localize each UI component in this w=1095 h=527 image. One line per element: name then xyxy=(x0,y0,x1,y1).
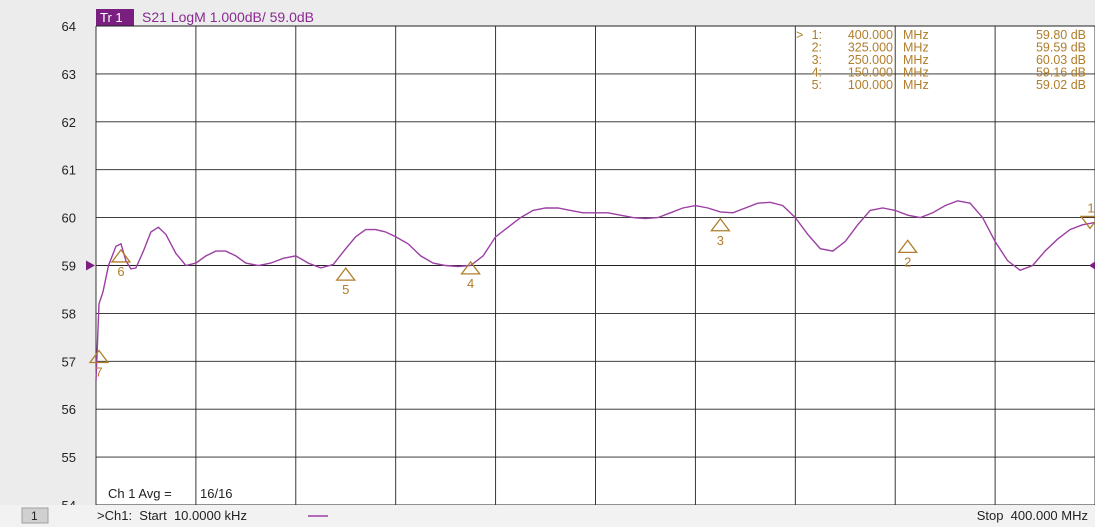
y-tick-label: 61 xyxy=(62,163,76,178)
marker-table-value: 59.80 dB xyxy=(1036,28,1086,42)
marker-3-label: 3 xyxy=(717,233,724,248)
marker-table-id: 3: xyxy=(812,53,822,67)
marker-2-triangle[interactable] xyxy=(897,239,918,253)
marker-table-frequency: 250.000 xyxy=(848,53,893,67)
marker-3-triangle[interactable] xyxy=(710,217,731,232)
marker-table-value: 59.59 dB xyxy=(1036,41,1086,55)
marker-table-value: 59.16 dB xyxy=(1036,66,1086,80)
start-frequency-label: >Ch1: Start 10.0000 kHz xyxy=(97,508,247,523)
marker-table-id: 2: xyxy=(812,41,822,55)
marker-7-triangle[interactable] xyxy=(88,349,110,364)
trace-label: Tr 1 xyxy=(100,10,123,25)
trace-info: S21 LogM 1.000dB/ 59.0dB xyxy=(142,9,314,25)
channel-number-button[interactable] xyxy=(21,507,49,524)
marker-table-unit: MHz xyxy=(903,28,929,42)
grid xyxy=(95,25,1095,506)
averaging-label: Ch 1 Avg = xyxy=(108,486,172,501)
y-tick-label: 57 xyxy=(62,354,76,369)
trace-header-bar xyxy=(0,0,1095,26)
marker-table-id: 5: xyxy=(812,78,822,92)
marker-table-value: 60.03 dB xyxy=(1036,53,1086,67)
marker-1-label: 1 xyxy=(1087,200,1094,215)
y-axis-panel xyxy=(0,26,96,505)
marker-5-triangle[interactable] xyxy=(335,267,357,281)
marker-active-indicator: > xyxy=(796,28,803,42)
y-tick-label: 56 xyxy=(62,402,76,417)
marker-table-value: 59.02 dB xyxy=(1036,78,1086,92)
status-bar xyxy=(0,505,1095,527)
marker-table: >1: 400.000 MHz 59.80 dB 2: 325.000 MHz 59.59 d… xyxy=(796,28,1086,92)
stop-frequency-label: Stop 400.000 MHz xyxy=(977,508,1088,523)
marker-5-label: 5 xyxy=(342,282,349,297)
marker-4-triangle[interactable] xyxy=(460,260,481,275)
marker-table-frequency: 150.000 xyxy=(848,66,893,80)
marker-table-unit: MHz xyxy=(903,78,929,92)
marker-table-id: 4: xyxy=(812,66,822,80)
marker-6-label: 6 xyxy=(117,264,124,279)
marker-table-frequency: 400.000 xyxy=(848,28,893,42)
trace-label-badge[interactable] xyxy=(96,9,134,26)
marker-6-triangle[interactable] xyxy=(110,248,132,263)
marker-table-unit: MHz xyxy=(903,66,929,80)
y-tick-label: 62 xyxy=(62,115,76,130)
averaging-value: 16/16 xyxy=(200,486,233,501)
marker-table-frequency: 100.000 xyxy=(848,78,893,92)
y-tick-label: 63 xyxy=(62,67,76,82)
y-tick-label: 55 xyxy=(62,450,76,465)
marker-2-label: 2 xyxy=(904,254,911,269)
marker-table-id: 1: xyxy=(812,28,822,42)
channel-number: 1 xyxy=(31,509,38,523)
trace-line xyxy=(95,200,1095,381)
y-tick-label: 58 xyxy=(62,306,76,321)
marker-4-label: 4 xyxy=(467,276,474,291)
y-tick-label: 59 xyxy=(62,259,76,274)
marker-table-unit: MHz xyxy=(903,41,929,55)
y-tick-label: 60 xyxy=(62,211,76,226)
reference-level-arrow-right xyxy=(1089,261,1095,270)
marker-7-label: 7 xyxy=(95,365,102,380)
reference-level-arrow-left xyxy=(86,260,95,271)
y-tick-label: 64 xyxy=(62,19,76,34)
marker-table-unit: MHz xyxy=(903,53,929,67)
marker-table-frequency: 325.000 xyxy=(848,41,893,55)
